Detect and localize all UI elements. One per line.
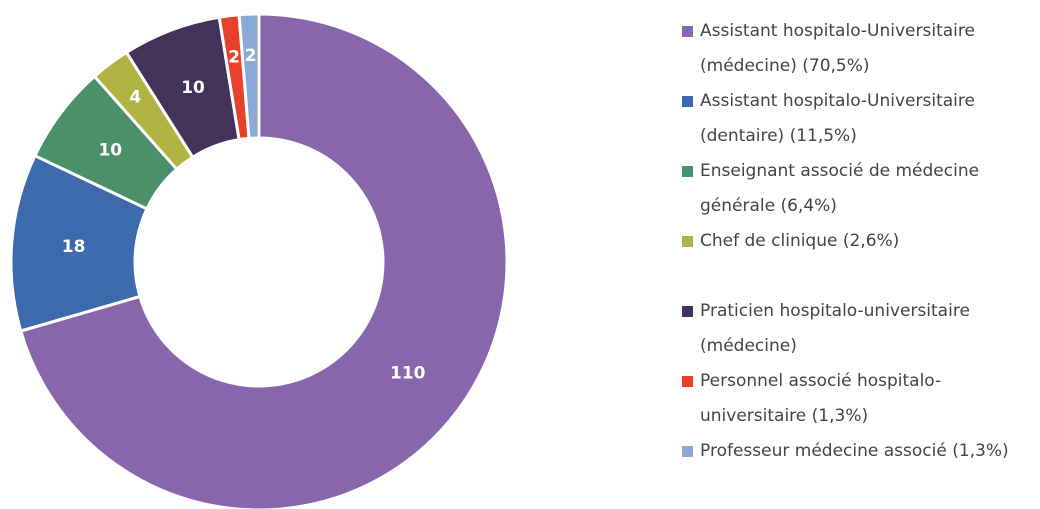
data-label: 10 <box>98 140 122 160</box>
legend-label: Enseignant associé de médecine générale … <box>700 161 980 216</box>
legend-swatch <box>682 376 693 387</box>
data-label: 10 <box>181 78 205 98</box>
legend-label: Personnel associé hospitalo-universitair… <box>700 371 942 426</box>
legend-swatch <box>682 306 693 317</box>
legend-swatch <box>682 166 693 177</box>
slice <box>18 12 509 509</box>
data-label: 2 <box>228 48 240 68</box>
legend-label: Assistant hospitalo-Universitaire (médec… <box>700 21 975 76</box>
legend: Assistant hospitalo-Universitaire (médec… <box>680 14 1036 469</box>
legend-label: Professeur médecine associé (1,3%) <box>700 441 1009 461</box>
legend-label: Chef de clinique (2,6%) <box>700 231 900 251</box>
legend-swatch <box>682 96 693 107</box>
legend-swatch <box>682 446 693 457</box>
legend-swatch <box>682 26 693 37</box>
slice <box>237 12 261 141</box>
data-label: 4 <box>129 87 141 107</box>
data-label: 2 <box>245 46 257 66</box>
legend-swatch <box>682 236 693 247</box>
legend-item: Chef de clinique (2,6%) <box>680 224 1036 259</box>
legend-item: Professeur médecine associé (1,3%) <box>680 434 1036 469</box>
legend-label: Assistant hospitalo-Universitaire (denta… <box>700 91 975 146</box>
legend-label: Praticien hospitalo-universitaire (médec… <box>700 301 970 356</box>
legend-item: Personnel associé hospitalo-universitair… <box>680 364 1036 434</box>
data-label: 18 <box>62 237 86 257</box>
legend-item: Praticien hospitalo-universitaire (médec… <box>680 294 1036 364</box>
legend-item: Enseignant associé de médecine générale … <box>680 154 1036 224</box>
data-label: 110 <box>390 364 426 384</box>
donut: 110 18 10 4 10 2 2 <box>9 12 509 509</box>
legend-item: Assistant hospitalo-Universitaire (denta… <box>680 84 1036 154</box>
legend-item: Assistant hospitalo-Universitaire (médec… <box>680 14 1036 84</box>
